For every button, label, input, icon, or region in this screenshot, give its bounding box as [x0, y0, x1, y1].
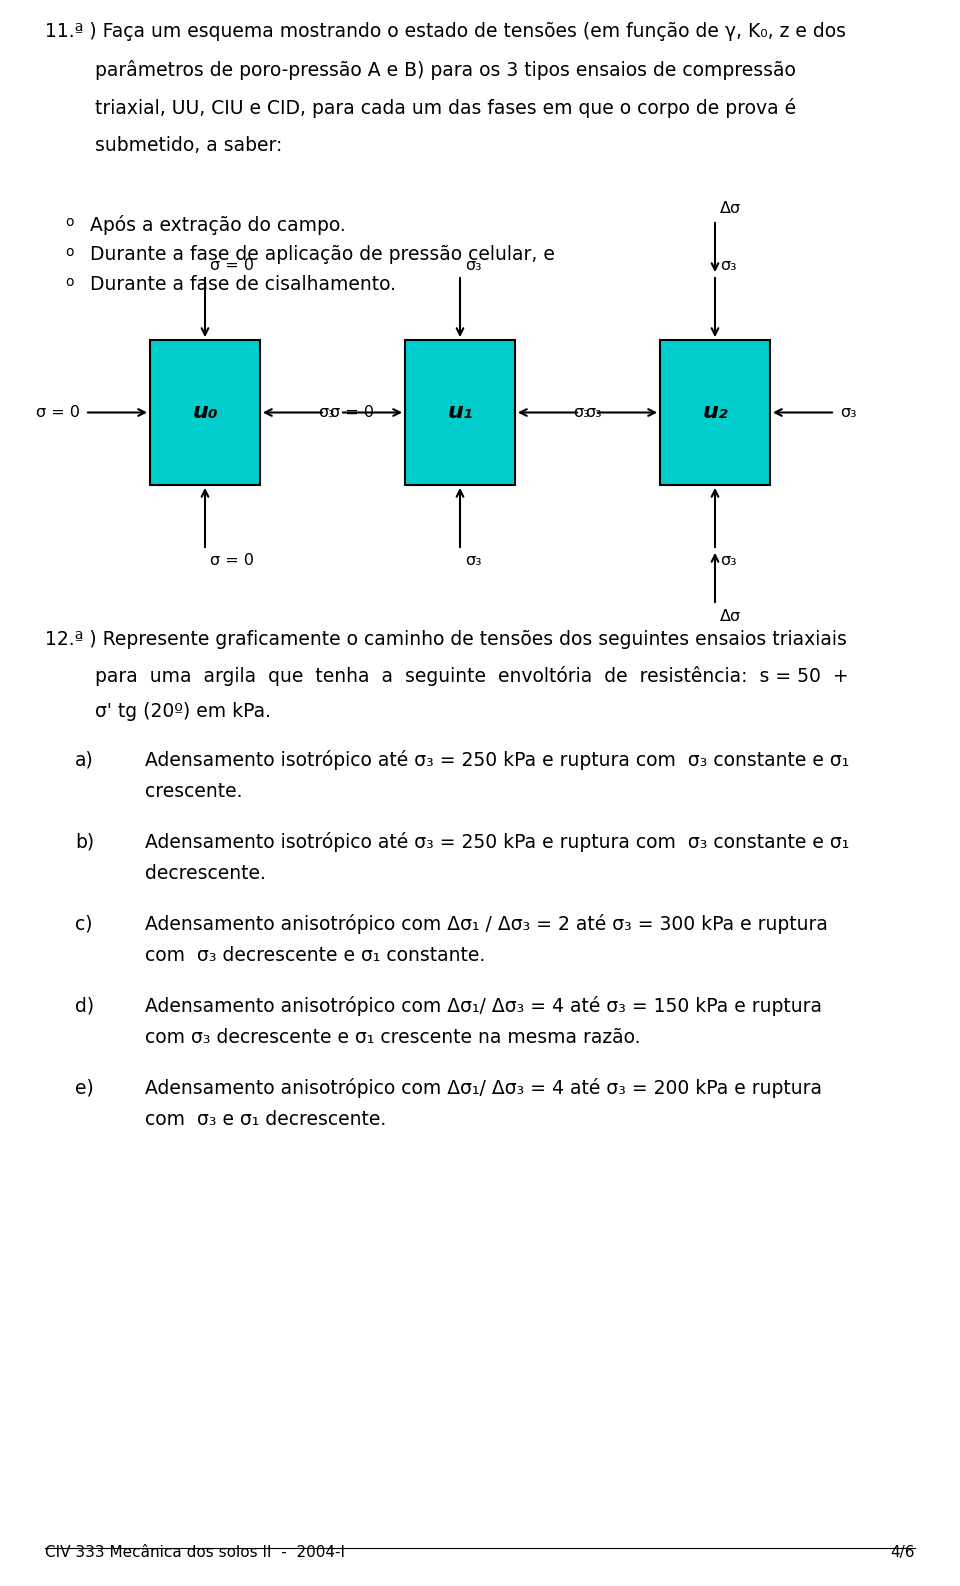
Bar [405, 339, 515, 485]
Text: b): b) [75, 833, 94, 852]
Text: com  σ₃ decrescente e σ₁ constante.: com σ₃ decrescente e σ₁ constante. [145, 945, 485, 964]
Text: σ₃: σ₃ [720, 554, 736, 568]
Text: 12.ª ) Represente graficamente o caminho de tensões dos seguintes ensaios triaxi: 12.ª ) Represente graficamente o caminho… [45, 630, 847, 649]
Text: c): c) [75, 914, 92, 933]
Text: com  σ₃ e σ₁ decrescente.: com σ₃ e σ₁ decrescente. [145, 1110, 386, 1129]
Text: para  uma  argila  que  tenha  a  seguinte  envoltória  de  resistência:  s = 50: para uma argila que tenha a seguinte env… [95, 666, 849, 687]
Text: σ₃: σ₃ [465, 259, 482, 273]
Text: σ₃: σ₃ [573, 404, 590, 420]
Text: decrescente.: decrescente. [145, 864, 266, 883]
Text: Após a extração do campo.: Após a extração do campo. [90, 216, 346, 235]
Text: Durante a fase de aplicação de pressão celular, e: Durante a fase de aplicação de pressão c… [90, 244, 555, 263]
Text: o: o [65, 244, 74, 259]
Text: triaxial, UU, CIU e CID, para cada um das fases em que o corpo de prova é: triaxial, UU, CIU e CID, para cada um da… [95, 98, 796, 117]
Text: crescente.: crescente. [145, 782, 243, 801]
Text: Δσ: Δσ [720, 609, 741, 623]
Text: σ' tg (20º) em kPa.: σ' tg (20º) em kPa. [95, 703, 271, 722]
Text: u₁: u₁ [447, 403, 473, 422]
Text: u₀: u₀ [192, 403, 218, 422]
Text: o: o [65, 274, 74, 289]
Text: σ = 0: σ = 0 [330, 404, 374, 420]
Text: Adensamento anisotrópico com Δσ₁/ Δσ₃ = 4 até σ₃ = 150 kPa e ruptura: Adensamento anisotrópico com Δσ₁/ Δσ₃ = … [145, 996, 822, 1017]
Text: σ = 0: σ = 0 [210, 259, 254, 273]
Text: σ = 0: σ = 0 [210, 554, 254, 568]
Text: e): e) [75, 1078, 94, 1098]
Text: submetido, a saber:: submetido, a saber: [95, 136, 282, 155]
Text: σ₃: σ₃ [840, 404, 856, 420]
Bar [150, 339, 260, 485]
Text: σ = 0: σ = 0 [36, 404, 80, 420]
Text: σ₃: σ₃ [585, 404, 602, 420]
Text: Adensamento isotrópico até σ₃ = 250 kPa e ruptura com  σ₃ constante e σ₁: Adensamento isotrópico até σ₃ = 250 kPa … [145, 833, 850, 852]
Text: u₂: u₂ [702, 403, 728, 422]
Text: a): a) [75, 750, 94, 769]
Bar [660, 339, 770, 485]
Text: parâmetros de poro-pressão A e B) para os 3 tipos ensaios de compressão: parâmetros de poro-pressão A e B) para o… [95, 60, 796, 79]
Text: Adensamento isotrópico até σ₃ = 250 kPa e ruptura com  σ₃ constante e σ₁: Adensamento isotrópico até σ₃ = 250 kPa … [145, 750, 850, 769]
Text: Adensamento anisotrópico com Δσ₁/ Δσ₃ = 4 até σ₃ = 200 kPa e ruptura: Adensamento anisotrópico com Δσ₁/ Δσ₃ = … [145, 1078, 822, 1098]
Text: σ₃: σ₃ [319, 404, 335, 420]
Text: com σ₃ decrescente e σ₁ crescente na mesma razão.: com σ₃ decrescente e σ₁ crescente na mes… [145, 1028, 640, 1047]
Text: Adensamento anisotrópico com Δσ₁ / Δσ₃ = 2 até σ₃ = 300 kPa e ruptura: Adensamento anisotrópico com Δσ₁ / Δσ₃ =… [145, 914, 828, 934]
Text: CIV 333 Mecânica dos solos II  -  2004-I: CIV 333 Mecânica dos solos II - 2004-I [45, 1545, 345, 1561]
Text: 4/6: 4/6 [891, 1545, 915, 1561]
Text: σ₃: σ₃ [720, 259, 736, 273]
Text: σ₃: σ₃ [465, 554, 482, 568]
Text: o: o [65, 216, 74, 228]
Text: Δσ: Δσ [720, 201, 741, 216]
Text: Durante a fase de cisalhamento.: Durante a fase de cisalhamento. [90, 274, 396, 293]
Text: 11.ª ) Faça um esquema mostrando o estado de tensões (em função de γ, K₀, z e do: 11.ª ) Faça um esquema mostrando o estad… [45, 22, 846, 41]
Text: d): d) [75, 996, 94, 1015]
